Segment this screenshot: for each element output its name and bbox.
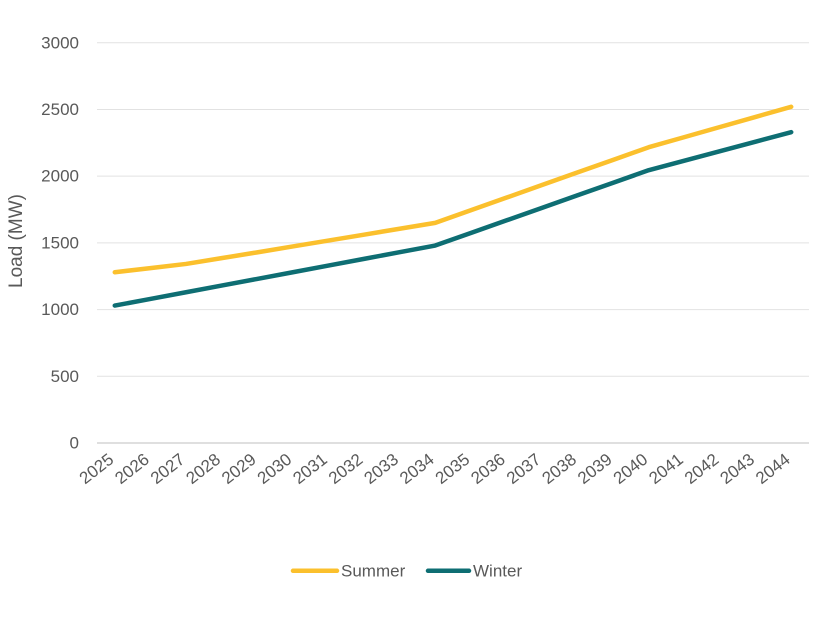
- svg-text:2038: 2038: [539, 450, 581, 488]
- svg-text:0: 0: [70, 434, 79, 453]
- svg-text:Winter: Winter: [473, 561, 522, 580]
- svg-text:2031: 2031: [289, 450, 331, 488]
- svg-text:1500: 1500: [41, 233, 79, 252]
- svg-text:2040: 2040: [610, 450, 652, 488]
- svg-text:2039: 2039: [574, 450, 616, 488]
- svg-text:2027: 2027: [147, 450, 189, 488]
- svg-text:2000: 2000: [41, 167, 79, 186]
- svg-text:1000: 1000: [41, 300, 79, 319]
- svg-text:2032: 2032: [325, 450, 367, 488]
- svg-text:2037: 2037: [503, 450, 545, 488]
- svg-text:2028: 2028: [183, 450, 225, 488]
- svg-text:2030: 2030: [254, 450, 296, 488]
- svg-text:2044: 2044: [752, 450, 794, 488]
- svg-text:2500: 2500: [41, 100, 79, 119]
- svg-text:2026: 2026: [111, 450, 153, 488]
- svg-text:2043: 2043: [717, 450, 759, 488]
- svg-text:2025: 2025: [76, 450, 118, 488]
- svg-text:Load (MW): Load (MW): [6, 194, 27, 288]
- svg-text:2041: 2041: [645, 450, 687, 488]
- svg-text:Summer: Summer: [341, 561, 406, 580]
- svg-text:2033: 2033: [361, 450, 403, 488]
- svg-text:2036: 2036: [467, 450, 509, 488]
- svg-text:2042: 2042: [681, 450, 723, 488]
- svg-text:2034: 2034: [396, 450, 438, 488]
- svg-text:2029: 2029: [218, 450, 260, 488]
- svg-text:2035: 2035: [432, 450, 474, 488]
- svg-text:3000: 3000: [41, 33, 79, 52]
- svg-text:500: 500: [51, 367, 79, 386]
